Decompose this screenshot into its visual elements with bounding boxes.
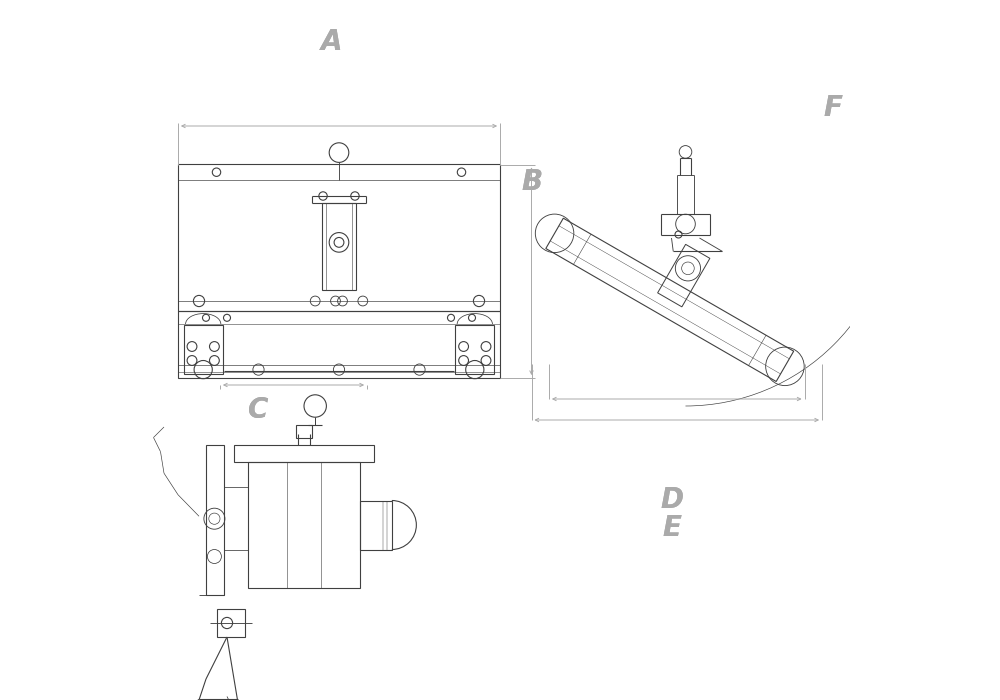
Bar (178, 312, 500, 378)
Text: B: B (521, 168, 542, 196)
Bar (360, 500, 392, 550)
Text: A: A (321, 28, 343, 56)
Bar (322, 203, 356, 290)
Text: F: F (823, 94, 842, 122)
Bar (184, 326, 223, 374)
Bar (234, 444, 374, 462)
Text: A: A (321, 28, 343, 56)
Bar (455, 326, 494, 374)
Bar (217, 609, 245, 637)
Bar (206, 444, 224, 595)
Text: E: E (662, 514, 681, 542)
Text: D: D (660, 486, 683, 514)
Text: C: C (248, 395, 269, 423)
Text: D: D (660, 486, 683, 514)
Text: F: F (823, 94, 842, 122)
Text: B: B (521, 168, 542, 196)
Text: E: E (662, 514, 681, 542)
Bar (178, 164, 500, 312)
Bar (296, 425, 312, 438)
Text: C: C (248, 395, 269, 423)
Bar (248, 462, 360, 588)
